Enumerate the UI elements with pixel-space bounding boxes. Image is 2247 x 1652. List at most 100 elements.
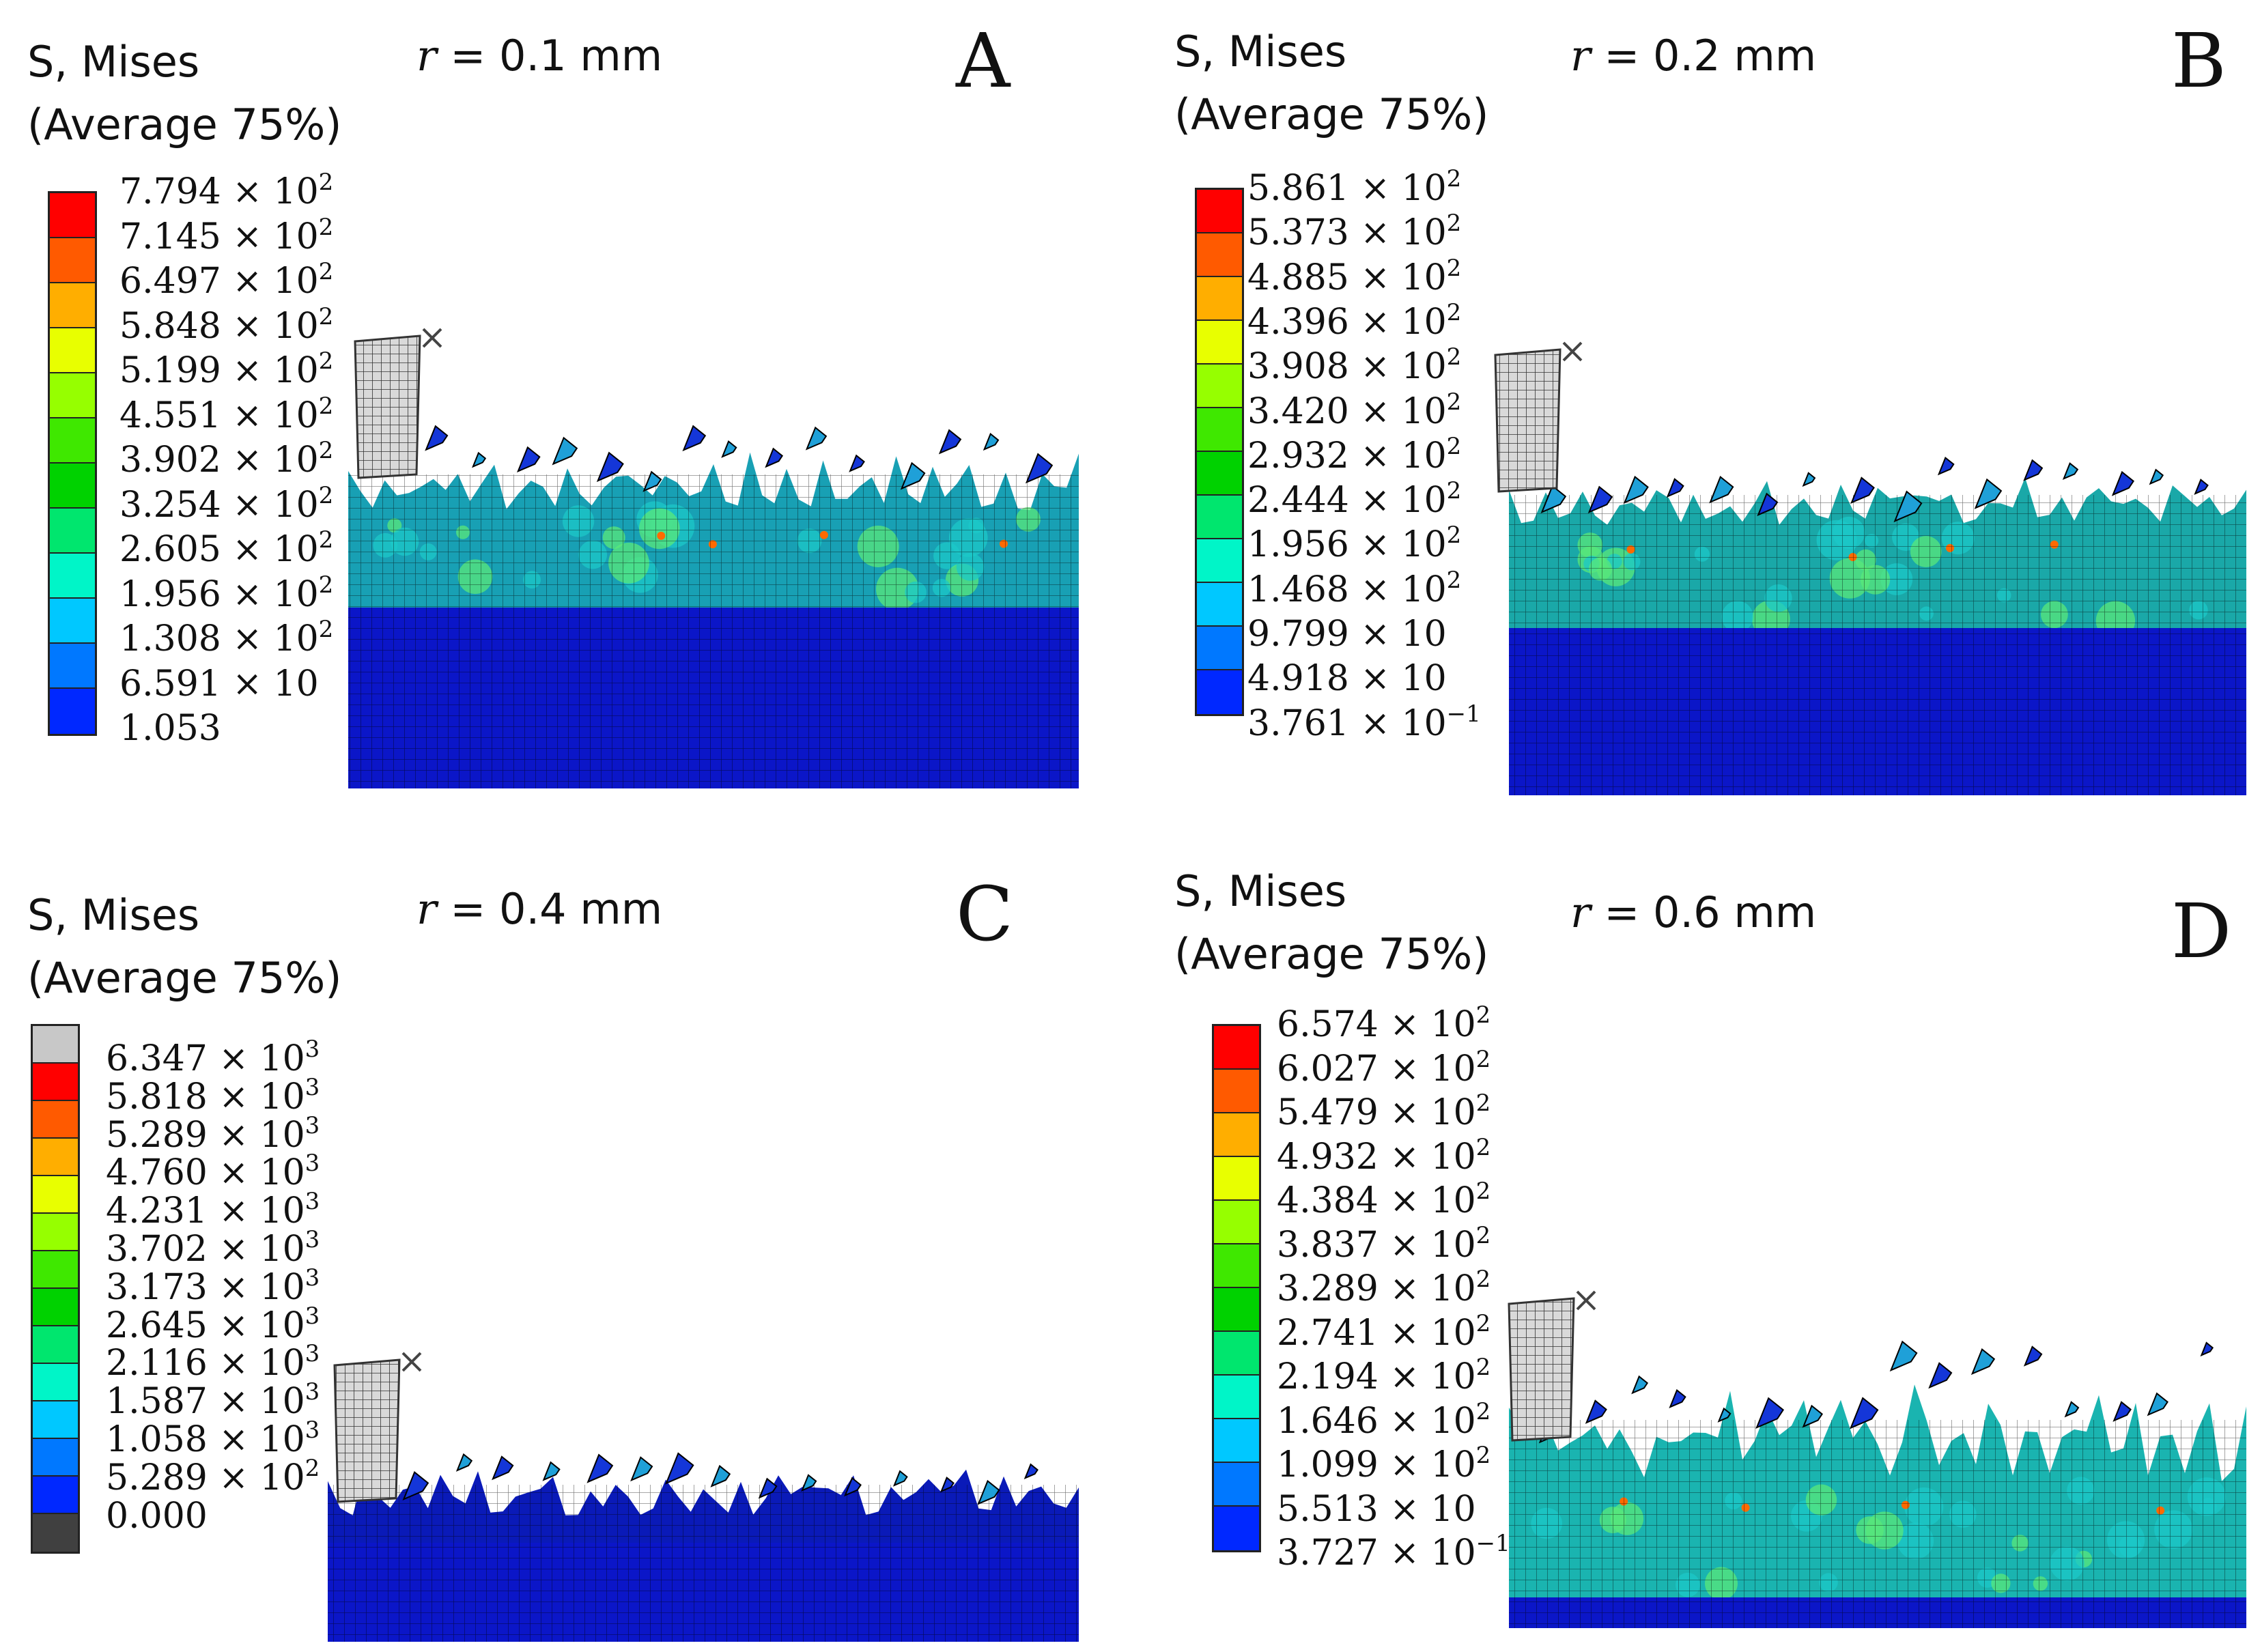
chip-fragment	[2147, 1392, 2168, 1416]
colorbar-tick-label: 4.384 × 102	[1277, 1180, 1490, 1219]
chip-fragment	[492, 1455, 514, 1481]
tick-mantissa: 6.497 × 10	[119, 261, 319, 302]
chip-fragment	[596, 451, 624, 483]
chip-fragment	[2064, 1401, 2080, 1418]
tick-mantissa: 1.468 × 10	[1247, 569, 1447, 610]
colorbar-swatch	[1214, 1507, 1259, 1550]
colorbar-swatch	[1197, 452, 1242, 496]
panel-d: S, Mises (Average 75%) r = 0.6 mm D 6.57…	[1147, 840, 2247, 1638]
cutting-tool	[354, 334, 421, 479]
tool-reference-point	[1576, 1290, 1596, 1311]
radius-symbol: r	[416, 31, 437, 81]
tick-mantissa: 6.347 × 10	[106, 1038, 305, 1079]
colorbar-swatch	[50, 509, 95, 554]
cutting-tool	[1494, 348, 1561, 493]
colorbar-swatch	[50, 193, 95, 238]
tick-exponent: 2	[1475, 1178, 1491, 1205]
colorbar-swatch	[33, 1514, 78, 1552]
tick-mantissa: 5.289 × 10	[106, 1457, 305, 1498]
colorbar-tick-label: 3.254 × 102	[119, 484, 333, 526]
tick-mantissa: 2.932 × 10	[1247, 435, 1447, 476]
tick-mantissa: 2.645 × 10	[106, 1305, 305, 1346]
tick-mantissa: 4.551 × 10	[119, 395, 319, 436]
tick-exponent: 3	[305, 1226, 320, 1253]
colorbar-tick-label: 3.289 × 102	[1277, 1268, 1490, 1309]
colorbar-swatch	[1214, 1157, 1259, 1201]
chip-fragment	[2062, 462, 2079, 481]
tick-exponent: 2	[318, 571, 334, 599]
colorbar-swatch	[50, 283, 95, 328]
colorbar-tick-label: 1.956 × 102	[119, 573, 333, 615]
chip-fragment	[2200, 1341, 2214, 1357]
colorbar-tick-label: 1.099 × 102	[1277, 1444, 1490, 1483]
chip-fragment	[2149, 468, 2164, 485]
radius-label: r = 0.2 mm	[1570, 31, 1816, 81]
colorbar-tick-label: 2.444 × 102	[1247, 479, 1461, 518]
colorbar-tick-label: 4.885 × 102	[1247, 257, 1461, 296]
colorbar-swatch	[33, 1064, 78, 1101]
legend-title-line-2: (Average 75%)	[27, 953, 342, 1003]
tick-mantissa: 3.254 × 10	[119, 484, 319, 526]
colorbar-swatch	[50, 689, 95, 734]
tick-mantissa: 5.373 × 10	[1247, 212, 1447, 254]
tick-exponent: 3	[305, 1378, 320, 1406]
tick-exponent: 2	[1446, 522, 1462, 550]
chip-fragment	[2112, 1401, 2132, 1422]
chip-fragment	[1889, 1340, 1918, 1372]
chip-fragment	[1666, 478, 1684, 498]
tick-mantissa: 1.308 × 10	[119, 618, 319, 659]
colorbar-swatch	[1197, 408, 1242, 452]
chip-fragment	[425, 425, 449, 451]
chip-fragment	[758, 1477, 778, 1499]
tick-mantissa: 3.420 × 10	[1247, 390, 1447, 432]
chip-fragment	[1755, 1397, 1785, 1429]
tick-exponent: 2	[1446, 210, 1462, 238]
chip-fragment	[402, 1470, 429, 1501]
tick-mantissa: 1.053	[119, 708, 221, 749]
colorbar-swatch	[33, 1101, 78, 1139]
colorbar-tick-label: 7.145 × 102	[119, 216, 333, 255]
tick-mantissa: 1.646 × 10	[1277, 1400, 1476, 1442]
colorbar-swatch	[1214, 1026, 1259, 1070]
chip-fragment	[1540, 485, 1567, 513]
tick-mantissa: 5.513 × 10	[1277, 1488, 1476, 1530]
tick-mantissa: 5.848 × 10	[119, 305, 319, 347]
tick-exponent: 2	[1475, 1442, 1491, 1469]
tick-mantissa: 3.289 × 10	[1277, 1268, 1476, 1309]
chip-fragment	[1970, 1348, 1996, 1376]
colorbar-swatch	[33, 1401, 78, 1439]
tick-exponent: 3	[305, 1150, 320, 1178]
chip-fragment	[983, 433, 1000, 451]
tick-mantissa: 1.956 × 10	[119, 573, 319, 615]
chip-fragment	[2194, 479, 2209, 495]
chip-fragment	[1709, 476, 1734, 504]
colorbar-swatch	[50, 238, 95, 283]
tick-exponent: 2	[318, 258, 334, 285]
colorbar-tick-label: 2.741 × 102	[1277, 1312, 1490, 1351]
chip-fragment	[472, 451, 487, 468]
tick-mantissa: 3.702 × 10	[106, 1229, 305, 1270]
chip-fragment	[939, 1477, 955, 1493]
tick-exponent: 3	[305, 1302, 320, 1330]
tick-exponent: −1	[1475, 1530, 1510, 1557]
legend-title-line-2: (Average 75%)	[1174, 929, 1489, 979]
colorbar-tick-label: 5.199 × 102	[119, 350, 333, 388]
legend-title: S, Mises (Average 75%)	[27, 884, 342, 1010]
colorbar-tick-label: 3.761 × 10−1	[1247, 702, 1481, 741]
tick-mantissa: 6.027 × 10	[1277, 1048, 1476, 1090]
colorbar-tick-label: 2.932 × 102	[1247, 435, 1461, 476]
colorbar-swatch	[50, 328, 95, 373]
tick-mantissa: 3.908 × 10	[1247, 346, 1447, 388]
panel-c: S, Mises (Average 75%) r = 0.4 mm C 6.34…	[0, 853, 1113, 1652]
radius-label: r = 0.6 mm	[1570, 887, 1816, 937]
tick-exponent: 3	[305, 1340, 320, 1368]
chip-fragment	[977, 1479, 1000, 1505]
legend-title-line-1: S, Mises	[27, 37, 200, 87]
mesh-grid	[328, 1485, 1079, 1642]
chip-fragment	[938, 429, 962, 455]
tick-mantissa: 7.794 × 10	[119, 171, 319, 212]
chip-fragment	[765, 447, 784, 468]
tick-exponent: 2	[1475, 1266, 1491, 1293]
colorbar-tick-label: 1.646 × 102	[1277, 1400, 1490, 1442]
colorbar-swatch	[1214, 1244, 1259, 1288]
